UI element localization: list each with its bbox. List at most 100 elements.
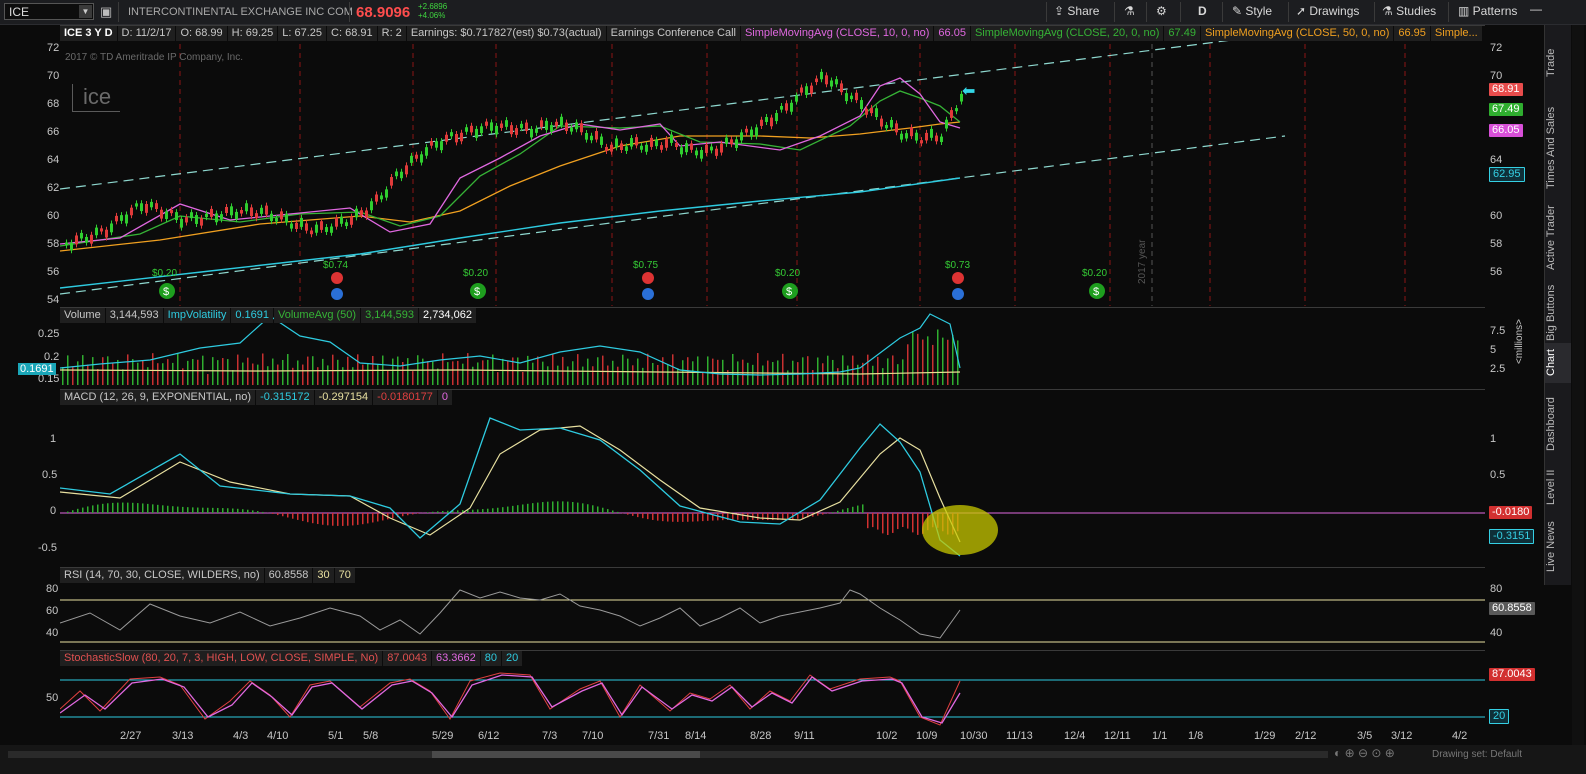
y-tick: 0 [50, 505, 57, 517]
dividend-label: $0.20 [775, 268, 800, 279]
period-button[interactable]: D [1198, 4, 1207, 18]
studies-button[interactable]: ⚗ Studies [1382, 4, 1436, 18]
y-tick: 64 [47, 154, 60, 166]
volume-bar [677, 368, 679, 385]
sidebar-tab-trade[interactable]: Trade [1545, 48, 1557, 78]
macd-bar [837, 510, 839, 513]
volume-bar [662, 357, 664, 385]
scrollbar-thumb[interactable] [432, 751, 700, 758]
volume-bar [707, 356, 709, 385]
macd-panel[interactable]: MACD (12, 26, 9, EXPONENTIAL, no) -0.315… [59, 389, 1485, 562]
cursor-icon: ➚ [1296, 4, 1310, 18]
volume-bar [592, 366, 594, 385]
price-axis-right: 72 70 66 64 60 58 56 [1486, 25, 1534, 305]
y-tick: 0.5 [1490, 469, 1506, 481]
macd-bar [142, 503, 144, 513]
macd-bar [567, 501, 569, 513]
last-price: 68.9096 [356, 4, 411, 21]
sidebar-tab-big-buttons[interactable]: Big Buttons [1545, 284, 1557, 342]
x-tick: 11/13 [1006, 730, 1033, 742]
chevron-down-icon[interactable]: ▼ [79, 5, 92, 18]
legend-sma10-value: 66.05 [934, 26, 970, 41]
stochastic-panel[interactable]: StochasticSlow (80, 20, 7, 3, HIGH, LOW,… [59, 650, 1485, 727]
volume-bar [842, 355, 844, 385]
horizontal-scrollbar[interactable] [8, 751, 1328, 758]
price-panel[interactable]: $0.20 $0.20 $0.20 $0.20 $0.74 $0.75 $0.7… [59, 25, 1485, 306]
sidebar-tab-level2[interactable]: Level II [1545, 469, 1557, 505]
macd-bar [427, 512, 429, 513]
price-chart-svg[interactable]: $0.20 $0.20 $0.20 $0.20 $0.74 $0.75 $0.7… [59, 26, 1485, 306]
y-tick: 60 [1490, 210, 1503, 222]
macd-bar [742, 513, 744, 520]
x-tick: 1/29 [1254, 730, 1276, 742]
macd-bar [102, 503, 104, 513]
volume-bar [467, 353, 469, 385]
symbol-input[interactable]: ICE ▼ [4, 3, 94, 20]
sidebar-tab-active-trader[interactable]: Active Trader [1545, 205, 1557, 271]
volume-bar [852, 355, 854, 385]
legend-rsi-value: 60.8558 [264, 568, 313, 583]
volume-bar [692, 361, 694, 385]
macd-bar [777, 513, 779, 521]
sidebar-tab-times-and-sales[interactable]: Times And Sales [1545, 106, 1557, 190]
drawing-set[interactable]: Drawing set: Default [1432, 749, 1523, 760]
vertical-scrollbar[interactable] [1572, 25, 1584, 745]
minimize-icon[interactable]: — [1530, 2, 1542, 16]
volume-bar [142, 360, 144, 385]
macd-bar [782, 513, 784, 520]
macd-bar [207, 507, 209, 513]
patterns-button[interactable]: ▥ Patterns [1458, 4, 1517, 18]
zoom-icons[interactable]: ◐ ⊕ ⊖ ⊙ ⊕ [1334, 746, 1395, 760]
y-tick: 40 [1490, 627, 1503, 639]
macd-svg[interactable] [59, 390, 1485, 562]
link-icon[interactable]: ▣ [100, 4, 113, 19]
volume-bar [807, 356, 809, 385]
sidebar-tab-live-news[interactable]: Live News [1545, 521, 1557, 573]
macd-bar [297, 513, 299, 520]
volume-panel[interactable]: Volume 3,144,593 ImpVolatility 0.1691 Vo… [59, 307, 1485, 385]
x-tick: 8/14 [685, 730, 707, 742]
flask-icon[interactable]: ⚗ [1124, 4, 1135, 18]
x-tick: 4/10 [267, 730, 289, 742]
legend-sma20: SimpleMovingAvg (CLOSE, 20, 0, no) [970, 26, 1164, 41]
y-tick: 56 [1490, 266, 1503, 278]
earnings-label: $0.75 [633, 260, 658, 271]
volume-bar [62, 367, 64, 385]
macd-bar [377, 513, 379, 522]
volume-bar [112, 363, 114, 385]
volume-bar [302, 364, 304, 385]
legend-rsi: RSI (14, 70, 30, CLOSE, WILDERS, no) [60, 568, 264, 583]
macd-bar [797, 513, 799, 519]
macd-bar [842, 509, 844, 513]
x-tick: 2/27 [120, 730, 142, 742]
volume-svg[interactable] [59, 308, 1485, 385]
sidebar-tab-chart[interactable]: Chart [1545, 343, 1571, 383]
candles [65, 68, 963, 254]
earnings-label: $0.74 [323, 260, 348, 271]
sma20-tag: 67.49 [1489, 103, 1523, 116]
macd-bar [157, 504, 159, 513]
volume-bar [937, 329, 939, 385]
stochastic-svg[interactable] [59, 651, 1485, 727]
volume-bar [572, 361, 574, 385]
macd-bar [487, 508, 489, 513]
rsi-svg[interactable] [59, 568, 1485, 644]
gear-icon[interactable]: ⚙ [1156, 4, 1167, 18]
rsi-panel[interactable]: RSI (14, 70, 30, CLOSE, WILDERS, no) 60.… [59, 567, 1485, 644]
macd-bar [337, 513, 339, 526]
macd-bar [107, 503, 109, 513]
drawings-button[interactable]: ➚ Drawings [1296, 4, 1359, 18]
volume-bar [272, 358, 274, 385]
style-button[interactable]: ✎ Style [1232, 4, 1272, 18]
volume-bar [897, 364, 899, 385]
share-button[interactable]: ⇪ Share [1054, 4, 1099, 18]
volume-bar [927, 336, 929, 385]
macd-bar [657, 513, 659, 521]
company-name: INTERCONTINENTAL EXCHANGE INC COM [128, 6, 353, 18]
sidebar-tab-dashboard[interactable]: Dashboard [1545, 397, 1557, 451]
volume-bar [317, 367, 319, 385]
volume-bar [622, 354, 624, 385]
volume-bar [177, 353, 179, 385]
macd-bar [447, 510, 449, 513]
volume-bar [757, 353, 759, 385]
